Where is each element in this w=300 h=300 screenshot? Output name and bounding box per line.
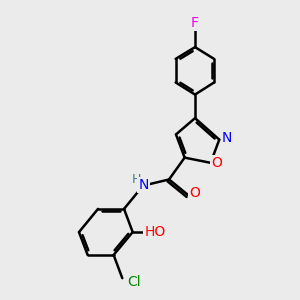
- Text: N: N: [222, 131, 232, 145]
- Text: N: N: [139, 178, 149, 192]
- Text: HO: HO: [145, 225, 166, 239]
- Text: H: H: [132, 173, 142, 186]
- Text: O: O: [190, 186, 200, 200]
- Text: F: F: [191, 16, 199, 29]
- Text: O: O: [212, 156, 222, 170]
- Text: Cl: Cl: [128, 275, 141, 289]
